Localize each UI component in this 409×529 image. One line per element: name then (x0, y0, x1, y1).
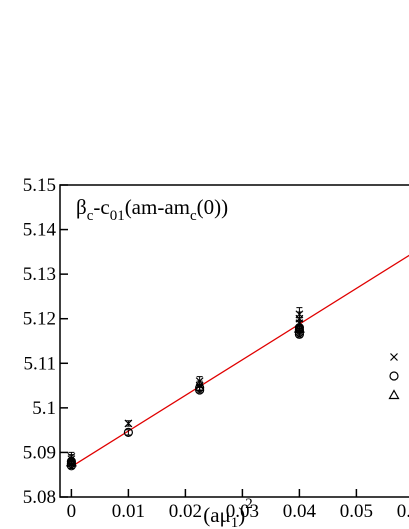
x-tick-label: 0.01 (112, 501, 145, 522)
triangle-marker (293, 322, 305, 333)
cross-marker (124, 419, 133, 428)
x-label-part: ) (238, 503, 245, 527)
circle-marker (195, 383, 205, 393)
annotation-part: -c (93, 195, 109, 219)
annotation-part: c (190, 208, 197, 224)
annotation-part: c (87, 208, 94, 224)
annotation-part: β (76, 195, 87, 219)
x-tick-label: 0.03 (226, 501, 259, 522)
x-tick-label: 0.06 (397, 501, 409, 522)
y-tick-label: 5.11 (23, 353, 56, 374)
annotation-part: 01 (110, 208, 125, 224)
y-tick-label: 5.1 (32, 398, 56, 419)
x-tick-label: 0 (67, 501, 77, 522)
y-tick-label: 5.14 (23, 220, 57, 241)
circle-marker (123, 427, 133, 437)
x-tick-label: 0.04 (283, 501, 317, 522)
triangle-marker (65, 456, 77, 467)
x-label-part: (aμ (203, 503, 231, 527)
x-tick-label: 0.02 (169, 501, 202, 522)
error-bar (196, 384, 203, 391)
legend-symbol (390, 353, 398, 361)
y-tick-label: 5.09 (23, 442, 56, 463)
x-axis-label: (aμ1)2 (203, 496, 253, 529)
plot-frame (59, 184, 409, 498)
error-bar (125, 429, 132, 436)
annotation: βc-c01(am-amc(0)) (76, 195, 228, 224)
fit-line (71, 254, 409, 468)
y-tick-label: 5.08 (23, 487, 56, 508)
legend-symbol (389, 371, 399, 381)
error-bar (68, 459, 75, 466)
legend-symbol (388, 389, 400, 400)
y-tick-label: 5.15 (23, 175, 56, 196)
y-tick-label: 5.13 (23, 264, 56, 285)
x-tick-label: 0.05 (340, 501, 373, 522)
annotation-part: (am-am (125, 195, 190, 219)
error-bar (296, 325, 303, 332)
y-tick-label: 5.12 (23, 309, 56, 330)
x-label-part: 2 (245, 496, 253, 512)
annotation-part: (0)) (197, 195, 228, 219)
x-label-part: 1 (231, 515, 239, 529)
